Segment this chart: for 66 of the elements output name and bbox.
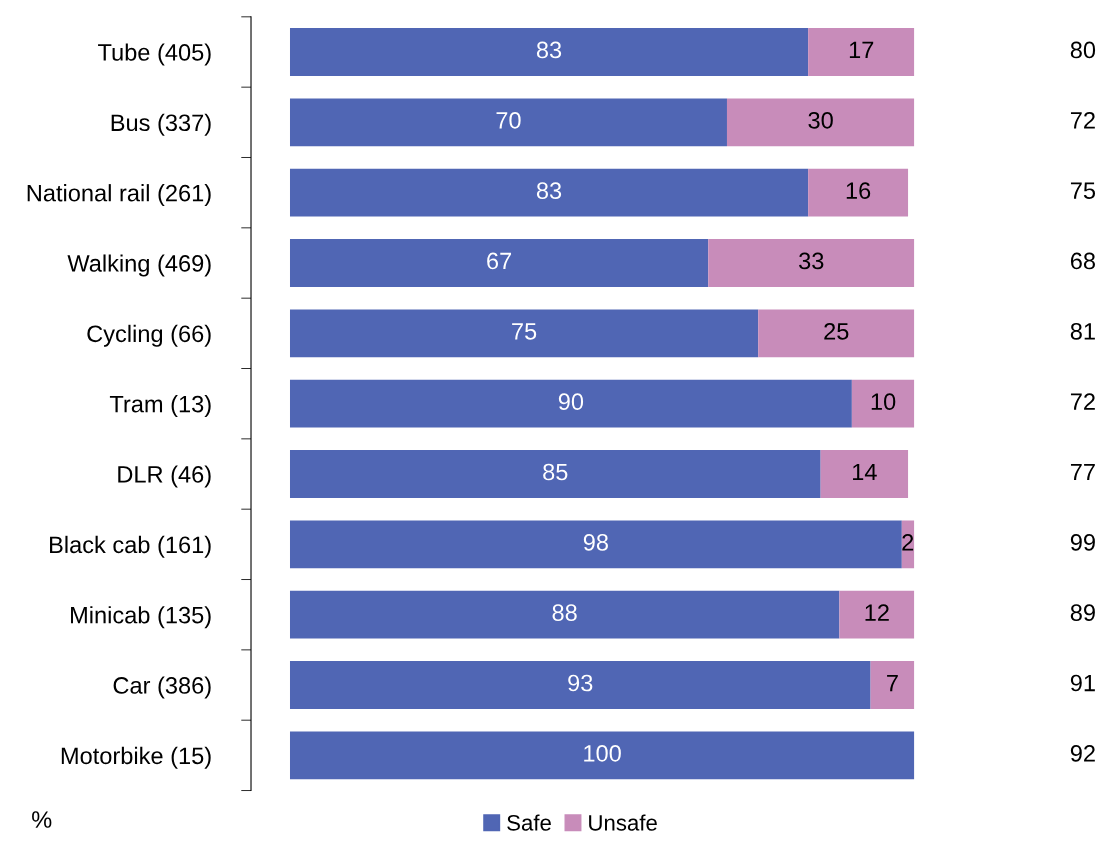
text: 99 <box>1070 533 1095 551</box>
y-tick-label: Walking (469) <box>67 254 211 277</box>
text: 89 <box>1070 604 1095 622</box>
bar <box>726 98 915 147</box>
data-label: 93 <box>568 674 593 692</box>
data-label: 85 <box>543 463 568 481</box>
legend-label: Unsafe <box>589 814 657 831</box>
bar <box>851 379 915 428</box>
bar <box>289 590 840 639</box>
text: % <box>32 811 52 828</box>
text: 91 <box>1070 674 1095 692</box>
bar <box>870 661 915 709</box>
bar <box>289 239 709 287</box>
data-label: 83 <box>536 41 562 59</box>
text: 72 <box>1070 111 1095 129</box>
y-tick-label: Cycling (66) <box>87 324 211 347</box>
text: 80 <box>1070 41 1096 59</box>
y-tick-label: Minicab (135) <box>71 606 211 629</box>
text: 75 <box>1070 182 1096 199</box>
bar <box>289 450 821 498</box>
bar <box>289 168 809 217</box>
y-tick-label: Tram (13) <box>109 395 211 418</box>
bar <box>289 98 727 147</box>
data-label: 67 <box>487 252 512 270</box>
data-label: 70 <box>496 111 521 129</box>
text: 72 <box>1070 393 1095 410</box>
bar <box>820 450 909 498</box>
data-label: 14 <box>853 463 877 481</box>
bar <box>808 168 909 217</box>
text: 68 <box>1070 252 1095 270</box>
data-label: 25 <box>824 322 849 340</box>
legend-label: Safe <box>507 814 551 831</box>
data-label: 16 <box>846 182 871 199</box>
bar <box>289 661 871 709</box>
y-tick-label: Black cab (161) <box>50 535 211 558</box>
bar <box>289 309 759 358</box>
y-tick-label: Car (386) <box>113 676 211 699</box>
data-label: 75 <box>512 323 537 340</box>
bar <box>289 28 809 76</box>
text: 77 <box>1070 463 1095 481</box>
y-tick-label: Motorbike (15) <box>61 746 211 769</box>
bar <box>289 379 852 428</box>
data-label: 10 <box>871 393 896 411</box>
data-label: 2 <box>902 533 914 551</box>
text: 92 <box>1070 744 1095 762</box>
data-label: 17 <box>849 41 874 59</box>
bar <box>289 731 915 780</box>
y-tick-label: DLR (46) <box>118 465 211 488</box>
y-tick-label: Tube (405) <box>98 43 211 66</box>
data-label: 88 <box>552 604 577 622</box>
data-label: 12 <box>865 604 889 621</box>
bar <box>289 520 902 569</box>
data-label: 33 <box>799 252 824 270</box>
data-label: 7 <box>887 674 898 692</box>
data-label: 98 <box>583 533 608 551</box>
data-label: 30 <box>808 111 833 129</box>
text: 81 <box>1070 322 1095 340</box>
y-tick-label: National rail (261) <box>27 184 211 207</box>
data-label: 83 <box>536 182 562 199</box>
bar <box>839 590 915 639</box>
bar <box>808 28 915 76</box>
bar <box>758 309 915 358</box>
data-label: 100 <box>584 744 621 762</box>
bar <box>708 239 915 287</box>
y-tick-label: Bus (337) <box>111 113 211 136</box>
data-label: 90 <box>558 393 584 411</box>
